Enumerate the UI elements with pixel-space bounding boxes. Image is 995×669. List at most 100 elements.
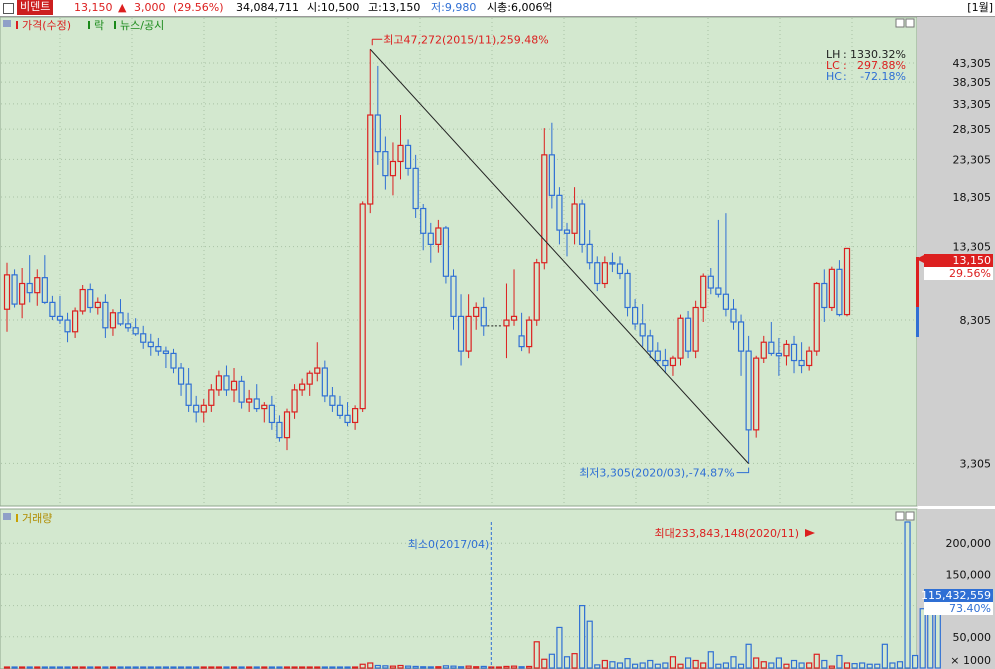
volume-bar: [790, 659, 798, 669]
candle: [299, 378, 306, 396]
candle-body: [367, 114, 374, 205]
candle: [662, 348, 669, 374]
period-button[interactable]: [1월]: [967, 1, 993, 14]
volume-bar: [692, 659, 699, 669]
volume-panel: [0, 508, 918, 669]
candle: [533, 258, 540, 326]
volume-bar: [367, 662, 374, 669]
market-cap: 시총:6,006억: [487, 1, 553, 14]
stat-lh-label: LH: [826, 48, 840, 61]
candle-body: [556, 194, 563, 231]
max-volume-annotation: 최대233,843,148(2020/11): [654, 527, 799, 540]
candle: [3, 262, 11, 332]
stock-name[interactable]: 비덴트: [17, 0, 54, 15]
candle-body: [404, 144, 412, 169]
candle-body: [11, 274, 18, 305]
candle: [72, 307, 79, 338]
volume-bar: [41, 666, 48, 669]
volume-bar: [155, 666, 162, 669]
volume-bar: [760, 661, 767, 669]
candle: [722, 213, 730, 317]
candle: [26, 255, 33, 303]
legend-news[interactable]: 뉴스/공시: [120, 19, 164, 32]
panel-close-icon[interactable]: [905, 18, 915, 28]
candle: [49, 295, 56, 321]
candle-body: [442, 227, 450, 277]
volume-bar: [162, 666, 170, 669]
volume-bar: [435, 666, 442, 669]
panel-minimize-icon[interactable]: [895, 18, 905, 28]
candle-body: [753, 357, 760, 431]
candle: [586, 230, 593, 270]
candle: [843, 247, 851, 317]
volume-bar: [510, 665, 518, 669]
candle: [367, 49, 374, 214]
candle-body: [669, 357, 677, 367]
volume-bar: [495, 666, 502, 669]
trendline[interactable]: [369, 48, 749, 464]
volume-bar: [745, 643, 752, 669]
volume-bar: [896, 661, 904, 669]
volume-bar: [541, 658, 548, 669]
volume-bar: [276, 666, 283, 669]
volume-bar: [828, 665, 835, 669]
volume-bar: [420, 666, 427, 669]
volume-bar: [533, 641, 540, 669]
stock-chart[interactable]: 3,305 8,305 13,305 18,305 23,305 28,305 33,305…: [0, 17, 995, 669]
panel-menu-icon[interactable]: [3, 20, 11, 27]
legend-volume[interactable]: 거래량: [22, 512, 52, 525]
volume-bar: [230, 666, 238, 669]
volume-bar: [579, 605, 586, 669]
candle: [465, 294, 472, 359]
legend-price[interactable]: 가격(수정): [22, 19, 71, 32]
candle: [177, 363, 185, 396]
candle-body: [276, 421, 283, 439]
price-tick-labels: 3,305 8,305 13,305 18,305 23,305 28,305 33,305…: [953, 57, 992, 470]
volume-bar-series: [3, 521, 941, 669]
volume-bar: [662, 662, 669, 669]
price-tick-label: 18,305: [953, 191, 992, 204]
candle-body: [533, 262, 540, 321]
candle-body: [677, 317, 684, 359]
legend-marker-volume: [16, 514, 18, 522]
candle: [450, 269, 457, 330]
candle: [669, 355, 677, 376]
current-price-box-text: 13,150: [953, 254, 992, 267]
candle: [715, 219, 722, 298]
candle: [473, 302, 480, 330]
candle: [132, 318, 139, 336]
volume-bar: [866, 663, 873, 669]
candle-body: [132, 327, 139, 335]
candle-body: [616, 263, 624, 275]
volume-bar: [442, 665, 450, 669]
current-volume-pct-text: 73.40%: [949, 602, 991, 615]
candle: [87, 283, 94, 313]
volume-bar: [601, 659, 608, 669]
volume-bar: [253, 666, 260, 669]
volume-bar: [268, 666, 275, 669]
candle: [526, 316, 533, 354]
candle-body: [730, 308, 737, 323]
candle-body: [177, 367, 185, 385]
candle: [268, 395, 275, 430]
candle-body: [291, 389, 298, 413]
volume-bar: [904, 521, 911, 669]
volume-bar: [473, 666, 480, 669]
volume-close-icon[interactable]: [905, 511, 915, 521]
volume-minimize-icon[interactable]: [895, 511, 905, 521]
volume-bar: [450, 665, 457, 669]
volume-bar: [117, 666, 124, 669]
volume-bar: [609, 661, 616, 669]
volume-panel-menu-icon[interactable]: [3, 513, 11, 520]
volume-bar: [185, 666, 192, 669]
legend-lock[interactable]: 락: [94, 19, 104, 32]
current-volume-box-text: 115,432,559: [921, 589, 991, 602]
select-checkbox[interactable]: [3, 3, 14, 14]
current-price: 13,150: [74, 1, 113, 14]
price-tick-label: 38,305: [953, 76, 992, 89]
candle-body: [359, 203, 366, 410]
candle-body: [321, 367, 328, 397]
current-pct-box: [924, 267, 993, 280]
candle: [359, 201, 366, 412]
volume-bar: [208, 666, 215, 669]
